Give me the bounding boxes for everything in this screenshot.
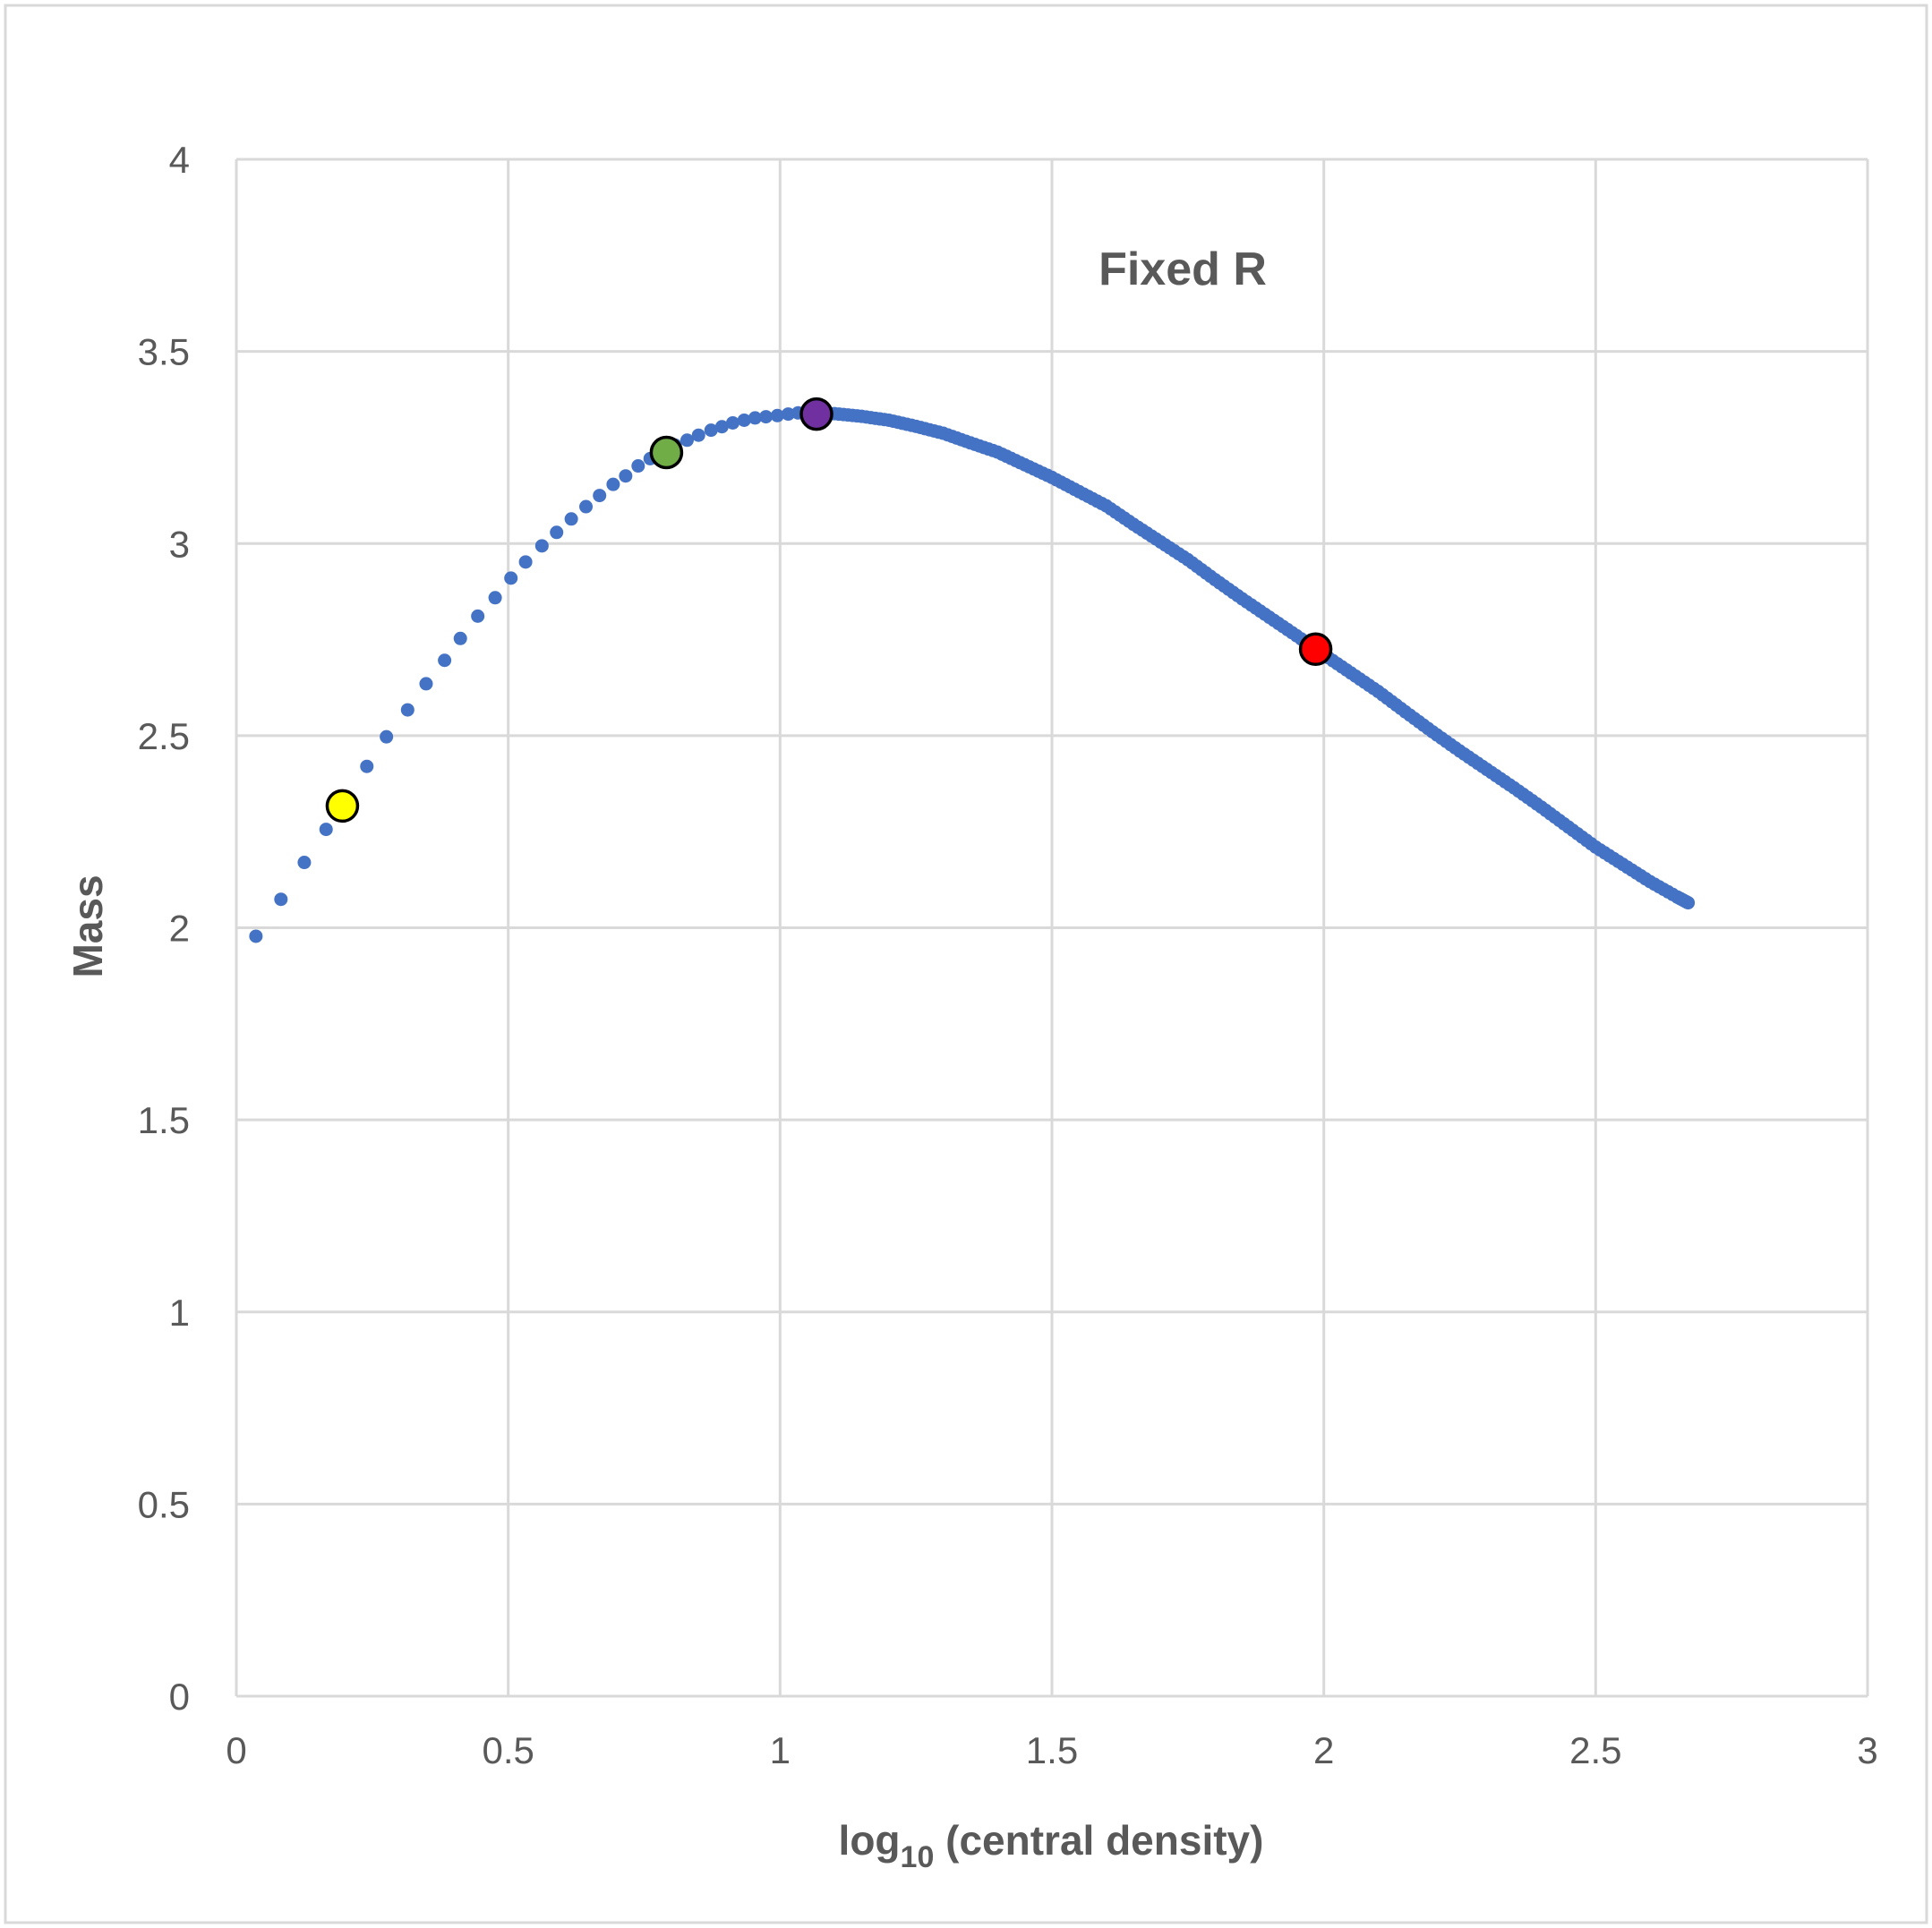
data-point (488, 591, 502, 605)
x-tick-label: 1.5 (1026, 1729, 1078, 1771)
x-axis-title-subscript: 10 (901, 1840, 935, 1874)
x-tick-label: 2 (1313, 1729, 1334, 1771)
data-point (737, 413, 751, 427)
data-point (593, 489, 607, 503)
x-tick-label: 0.5 (482, 1729, 534, 1771)
x-axis-title-log: log (839, 1817, 901, 1864)
data-point (360, 759, 374, 773)
data-point (518, 555, 533, 569)
x-tick-labels: 0 0.5 1 1.5 2 2.5 3 (226, 1729, 1877, 1771)
data-point (704, 423, 718, 438)
data-point (680, 433, 694, 448)
data-point (748, 411, 762, 425)
data-point (319, 823, 333, 837)
x-axis-title: log10 (central density) (839, 1817, 1264, 1874)
gridlines (235, 158, 1869, 1698)
data-point (453, 631, 467, 645)
data-point (249, 929, 263, 943)
data-point (471, 609, 485, 623)
y-tick-label: 3 (169, 523, 190, 565)
data-point (419, 677, 433, 691)
y-tick-label: 0.5 (138, 1483, 190, 1525)
data-point (770, 408, 784, 422)
y-tick-labels: 0 0.5 1 1.5 2 2.5 3 3.5 4 (138, 139, 190, 1718)
data-point (297, 856, 312, 870)
data-point (534, 539, 549, 553)
highlight-point-yellow (325, 789, 360, 823)
highlight-point-green (649, 435, 684, 470)
data-point (438, 653, 452, 668)
data-point (714, 420, 729, 434)
y-axis-title: Mass (64, 874, 111, 977)
highlight-point-red (1298, 632, 1333, 667)
y-tick-label: 3.5 (138, 331, 190, 373)
y-tick-label: 0 (169, 1676, 190, 1718)
highlight-point-purple (799, 397, 833, 431)
data-point (380, 729, 394, 744)
data-point (564, 512, 578, 526)
y-tick-label: 1 (169, 1292, 190, 1334)
data-point (1681, 896, 1696, 910)
chart-title: Fixed R (1099, 243, 1267, 295)
data-point (606, 477, 620, 491)
y-tick-label: 2 (169, 908, 190, 950)
x-tick-label: 1 (770, 1729, 791, 1771)
data-point (631, 459, 645, 473)
x-tick-label: 2.5 (1569, 1729, 1621, 1771)
highlight-points (325, 397, 1333, 823)
data-point (691, 428, 705, 442)
data-point (274, 892, 288, 907)
data-point (400, 703, 415, 717)
y-tick-label: 1.5 (138, 1099, 190, 1141)
x-axis-title-rest: (central density) (934, 1817, 1263, 1864)
data-point (579, 499, 594, 514)
chart-border (4, 4, 1928, 1924)
data-point (619, 469, 633, 483)
y-tick-label: 4 (169, 139, 190, 181)
y-tick-label: 2.5 (138, 715, 190, 757)
data-point (550, 525, 564, 540)
data-point (504, 571, 518, 585)
data-point (759, 410, 774, 424)
x-tick-label: 0 (226, 1729, 246, 1771)
data-point (725, 415, 739, 430)
x-tick-label: 3 (1857, 1729, 1877, 1771)
data-point (781, 407, 795, 422)
